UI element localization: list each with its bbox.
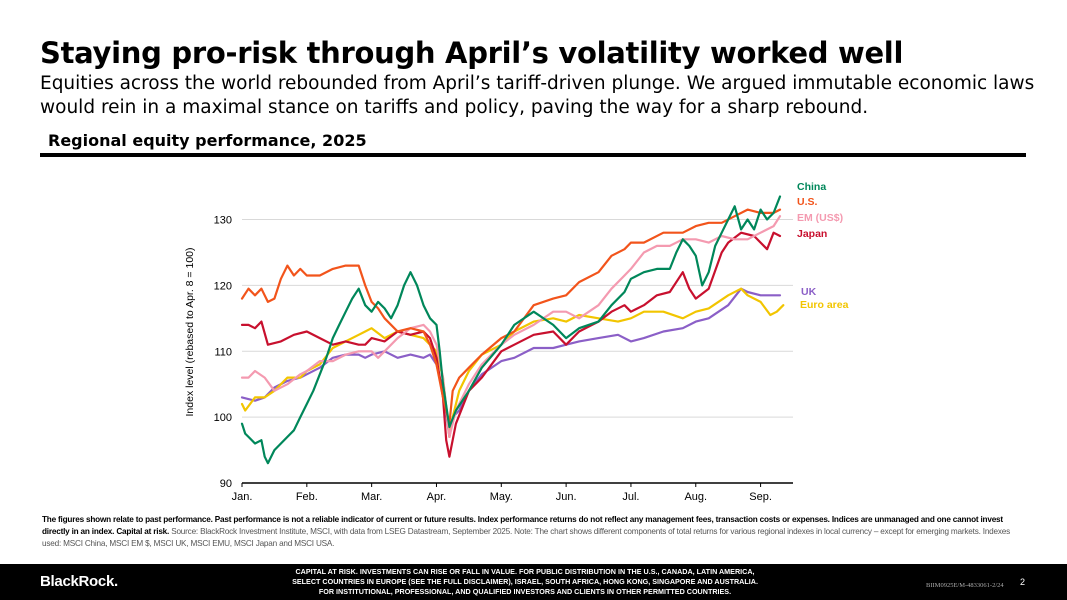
capital-at-risk-note: Capital at risk. xyxy=(116,527,170,536)
y-tick-label: 130 xyxy=(214,215,232,227)
axes: 90 100 110 120 130 Jan. Feb. Mar. Apr. May. Jun. Ju… xyxy=(184,215,793,503)
series-line-em-us xyxy=(240,215,782,438)
y-tick-label: 90 xyxy=(220,478,232,490)
x-tick-label: May. xyxy=(490,491,513,503)
y-axis-label: Index level (rebased to Apr. 8 = 100) xyxy=(184,248,196,417)
x-tick-label: Sep. xyxy=(749,491,772,503)
line-chart: 90 100 110 120 130 Jan. Feb. Mar. Apr. May. Jun. Ju… xyxy=(184,181,849,503)
page-title: Staying pro-risk through April’s volatil… xyxy=(40,36,904,70)
x-tick-label: Jul. xyxy=(622,491,639,503)
legend-label-china: China xyxy=(797,181,826,193)
page-subtitle: Equities across the world rebounded from… xyxy=(40,73,1035,118)
heading-rule xyxy=(40,153,1026,157)
disclaimer-line-1: CAPITAL AT RISK. INVESTMENTS CAN RISE OR… xyxy=(295,567,755,576)
y-tick-label: 110 xyxy=(214,346,232,358)
gridlines xyxy=(242,219,793,418)
series-line-japan xyxy=(240,231,782,458)
x-tick-label: Feb. xyxy=(296,491,318,503)
x-tick-label: Aug. xyxy=(684,491,707,503)
y-tick-label: 100 xyxy=(214,412,232,424)
x-tick-label: Mar. xyxy=(361,491,382,503)
legend-label-uk: UK xyxy=(801,286,817,298)
blackrock-logo: BlackRock. xyxy=(40,573,118,590)
legend-label-euro-area: Euro area xyxy=(800,299,849,311)
x-tick-label: Jun. xyxy=(556,491,577,503)
x-tick-label: Apr. xyxy=(427,491,447,503)
disclaimer-line-3: FOR INSTITUTIONAL, PROFESSIONAL, AND QUA… xyxy=(318,587,732,596)
series-line-u-s xyxy=(240,208,782,425)
series-line-china xyxy=(240,195,782,465)
document-code: BIIM0925E/M-4833061-2/24 xyxy=(926,582,1004,589)
legend-label-u-s: U.S. xyxy=(797,196,818,208)
chart-notes: The figures shown relate to past perform… xyxy=(42,514,1022,550)
disclaimer-line-2: SELECT COUNTRIES IN EUROPE (SEE THE FULL… xyxy=(292,577,758,586)
y-tick-label: 120 xyxy=(214,280,232,292)
legend-label-japan: Japan xyxy=(797,228,827,240)
footer-bar: BlackRock. CAPITAL AT RISK. INVESTMENTS … xyxy=(0,564,1067,600)
past-performance-note: The figures shown relate to past perform… xyxy=(42,515,1003,536)
page-number: 2 xyxy=(1020,577,1026,587)
series-lines xyxy=(240,195,785,465)
source-note: Source: BlackRock Investment Institute, … xyxy=(42,527,1011,548)
chart-heading: Regional equity performance, 2025 xyxy=(48,131,367,150)
footer-disclaimer: CAPITAL AT RISK. INVESTMENTS CAN RISE OR… xyxy=(200,567,850,597)
series-line-euro-area xyxy=(240,287,785,438)
legend-label-em-us: EM (US$) xyxy=(797,212,843,224)
x-tick-label: Jan. xyxy=(232,491,253,503)
